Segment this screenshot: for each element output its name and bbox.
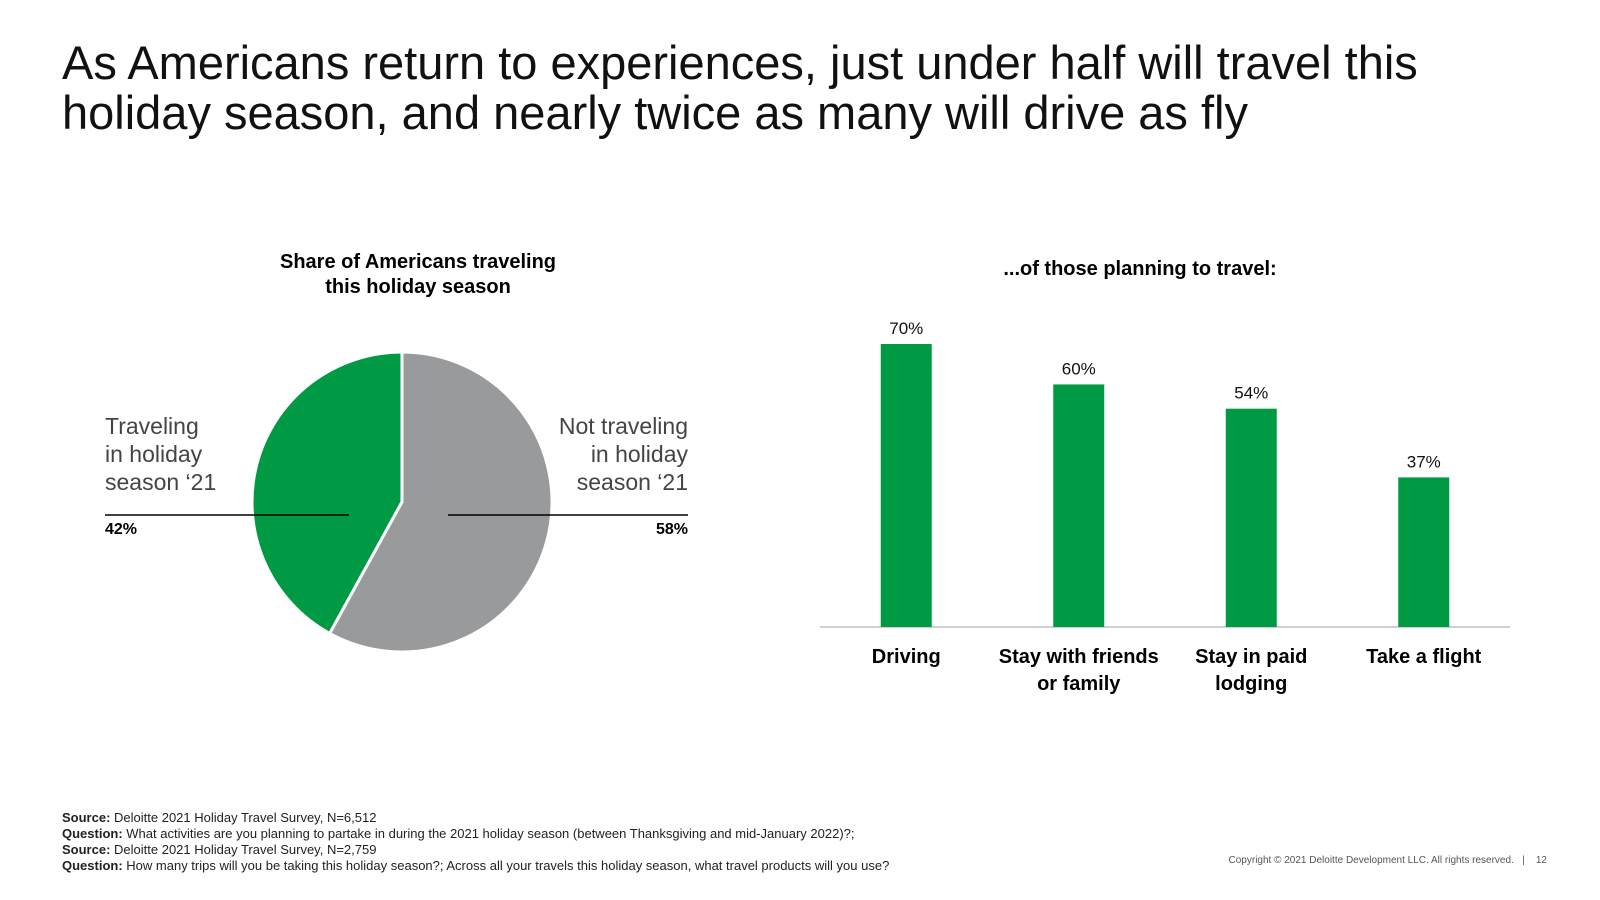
pie-callout-traveling: Traveling in holiday season ‘21	[105, 412, 216, 496]
footnote-4: Question: How many trips will you be tak…	[62, 858, 889, 874]
footnote-2: Question: What activities are you planni…	[62, 826, 889, 842]
pie-title-line-1: Share of Americans traveling	[279, 251, 557, 273]
footnote-3-text: Deloitte 2021 Holiday Travel Survey, N=2…	[110, 842, 377, 857]
copyright-footer: Copyright © 2021 Deloitte Development LL…	[1120, 855, 1547, 866]
bar-value-label-3: 37%	[1407, 452, 1441, 471]
title-line-2: holiday season, and nearly twice as many…	[62, 86, 1248, 139]
bar-chart-title: ...of those planning to travel:	[900, 257, 1380, 282]
bar-chart: 70% Driving 60% Stay with friends or family 5…	[820, 319, 1510, 695]
bar-2	[1225, 408, 1277, 627]
bar-value-label-2: 54%	[1234, 384, 1268, 403]
callout-right-line-2: in holiday	[590, 441, 688, 467]
pie-slice-1	[327, 350, 554, 654]
pie-title-line-2: this holiday season	[325, 276, 511, 298]
footnote-1: Source: Deloitte 2021 Holiday Travel Sur…	[62, 810, 889, 826]
bar-category-label-0-0: Driving	[872, 646, 941, 668]
bar-category-label-1-0: Stay with friends	[999, 646, 1159, 668]
callout-left-line-3: season ‘21	[105, 469, 217, 495]
callout-left-line-1: Traveling	[105, 413, 199, 439]
footnote-4-label: Question:	[62, 858, 123, 873]
footnote-3-label: Source:	[62, 842, 111, 857]
page-number: 12	[1535, 855, 1547, 866]
footnotes: Source: Deloitte 2021 Holiday Travel Sur…	[62, 810, 889, 874]
pie-chart	[105, 350, 688, 654]
pie-slice-0	[250, 350, 404, 636]
bar-value-label-1: 60%	[1062, 359, 1096, 378]
footer-divider: |	[1516, 855, 1534, 866]
bar-category-label-2-1: lodging	[1215, 673, 1287, 695]
footnote-3: Source: Deloitte 2021 Holiday Travel Sur…	[62, 842, 889, 858]
pie-callout-not-traveling: Not traveling in holiday season ‘21	[480, 412, 688, 496]
bar-3	[1398, 477, 1450, 627]
callout-left-line-2: in holiday	[105, 441, 203, 467]
bar-1	[1053, 384, 1105, 627]
pie-chart-title: Share of Americans traveling this holida…	[228, 250, 608, 300]
footnote-1-text: Deloitte 2021 Holiday Travel Survey, N=6…	[110, 810, 377, 825]
bar-title-text: ...of those planning to travel:	[1003, 258, 1277, 280]
bar-category-label-1-1: or family	[1037, 673, 1121, 695]
callout-right-line-1: Not traveling	[558, 413, 688, 439]
title-line-1: As Americans return to experiences, just…	[62, 36, 1418, 89]
page-title: As Americans return to experiences, just…	[62, 38, 1542, 138]
bar-value-label-0: 70%	[889, 319, 923, 338]
bar-0	[880, 344, 932, 627]
footnote-2-label: Question:	[62, 826, 123, 841]
copyright-text: Copyright © 2021 Deloitte Development LL…	[1228, 855, 1514, 866]
bar-category-label-3-0: Take a flight	[1366, 646, 1482, 668]
footnote-2-text: What activities are you planning to part…	[122, 826, 855, 841]
footnote-4-text: How many trips will you be taking this h…	[122, 858, 890, 873]
pie-value-traveling: 42%	[105, 521, 138, 538]
bar-category-label-2-0: Stay in paid	[1195, 646, 1307, 668]
callout-right-line-3: season ‘21	[576, 469, 688, 495]
pie-value-not-traveling: 58%	[655, 521, 688, 538]
footnote-1-label: Source:	[62, 810, 111, 825]
